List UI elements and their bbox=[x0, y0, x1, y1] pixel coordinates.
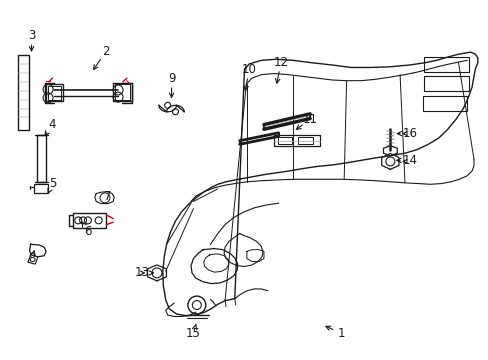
Text: 12: 12 bbox=[273, 55, 288, 69]
Bar bbox=[277, 138, 291, 144]
Text: 2: 2 bbox=[102, 45, 109, 58]
Bar bbox=[37, 135, 46, 182]
Bar bbox=[297, 138, 312, 144]
Bar bbox=[46, 84, 63, 102]
Text: 16: 16 bbox=[402, 127, 416, 140]
Bar bbox=[273, 135, 319, 146]
Text: 6: 6 bbox=[84, 225, 91, 238]
Text: 7: 7 bbox=[103, 190, 111, 203]
Bar bbox=[34, 184, 48, 193]
Text: 11: 11 bbox=[302, 113, 317, 126]
Bar bbox=[19, 55, 29, 130]
Bar bbox=[48, 86, 61, 100]
Text: 5: 5 bbox=[49, 177, 56, 190]
Bar bbox=[424, 76, 468, 91]
Text: 1: 1 bbox=[337, 327, 345, 340]
Bar bbox=[113, 83, 131, 102]
Bar bbox=[115, 84, 129, 100]
Text: 14: 14 bbox=[402, 154, 416, 167]
Bar bbox=[423, 96, 466, 111]
Text: 3: 3 bbox=[28, 29, 35, 42]
Text: 8: 8 bbox=[28, 252, 36, 265]
Text: 4: 4 bbox=[49, 118, 56, 131]
Text: 13: 13 bbox=[135, 266, 149, 279]
Text: 15: 15 bbox=[185, 327, 201, 340]
Bar bbox=[424, 57, 468, 72]
Text: 10: 10 bbox=[242, 63, 256, 76]
Text: 9: 9 bbox=[167, 72, 175, 85]
Bar bbox=[73, 213, 106, 228]
